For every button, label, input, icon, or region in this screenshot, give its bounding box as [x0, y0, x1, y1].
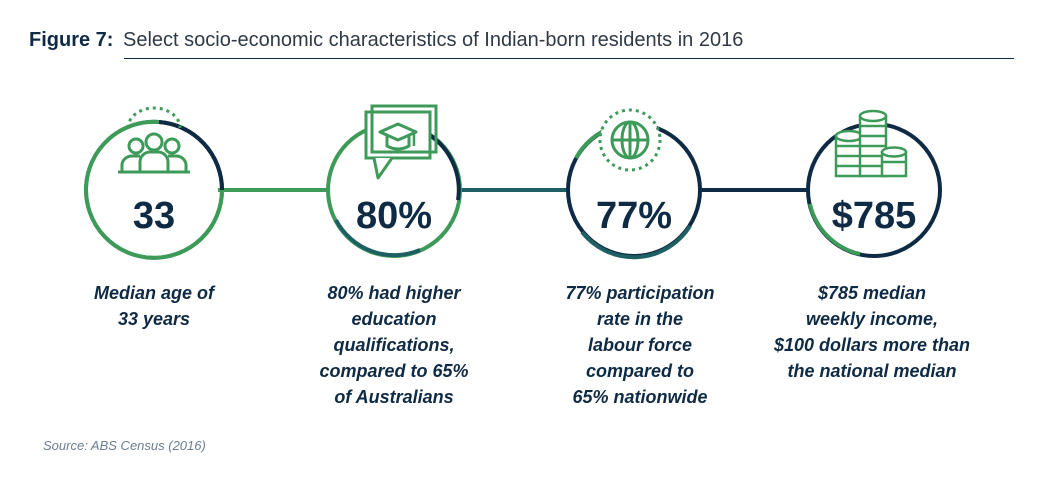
source-note: Source: ABS Census (2016) [43, 438, 206, 453]
caption-line: 77% participation [565, 283, 715, 303]
caption-line: qualifications, [333, 335, 455, 355]
caption-line: compared to [585, 361, 695, 381]
stat-caption-labour: 77% participation rate in the labour for… [520, 280, 760, 410]
coin-stack-icon [834, 109, 908, 178]
stat-caption-education: 80% had higher education qualifications,… [274, 280, 514, 410]
caption-line: $785 median [817, 283, 927, 303]
figure-title: Figure 7: Select socio-economic characte… [29, 29, 743, 52]
stat-caption-age: Median age of 33 years [34, 280, 274, 332]
stat-caption-income: $785 median weekly income, $100 dollars … [752, 280, 992, 384]
stat-value: 77% [596, 195, 672, 237]
stat-value: 33 [133, 195, 175, 237]
caption-line: 33 years [117, 309, 191, 329]
figure-label: Figure 7: [29, 29, 114, 51]
caption-line: of Australians [334, 387, 454, 407]
stat-value: 80% [356, 195, 432, 237]
graduation-cap-icon [364, 104, 438, 180]
title-divider [124, 58, 1014, 59]
figure-title-text: Select socio-economic characteristics of… [123, 29, 744, 51]
stat-circle-age: 33 [84, 119, 225, 260]
caption-line: compared to 65% [319, 361, 469, 381]
caption-line: weekly income, [805, 309, 939, 329]
caption-line: the national median [787, 361, 957, 381]
caption-line: labour force [587, 335, 693, 355]
globe-icon [598, 108, 662, 172]
caption-line: 65% nationwide [572, 387, 708, 407]
caption-line: 80% had higher [327, 283, 461, 303]
caption-line: education [351, 309, 437, 329]
caption-line: Median age of [93, 283, 214, 303]
caption-line: rate in the [596, 309, 684, 329]
stat-value: $785 [832, 195, 917, 237]
caption-line: $100 dollars more than [773, 335, 971, 355]
people-group-icon [118, 106, 190, 174]
